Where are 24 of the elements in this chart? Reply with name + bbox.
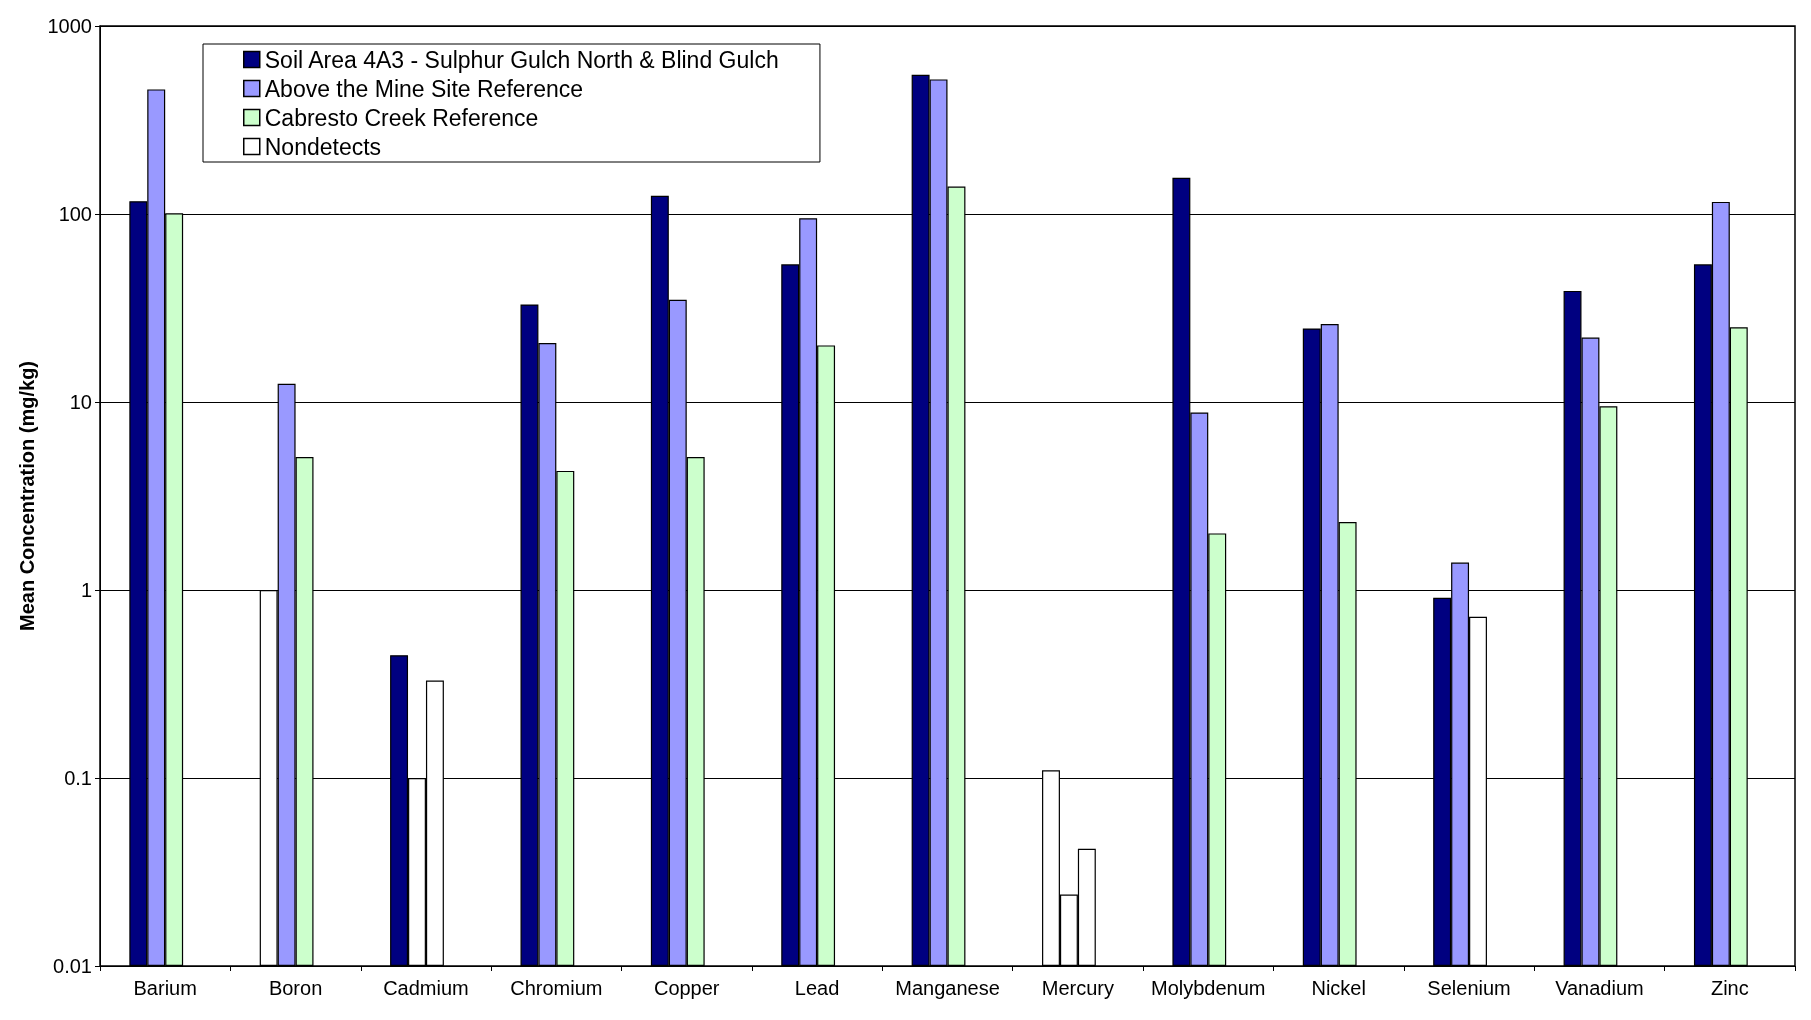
y-tick-label: 100 [58,203,92,225]
x-tick-label: Mercury [1041,977,1114,999]
x-tick-label: Selenium [1427,977,1511,999]
x-tick-label: Nickel [1311,977,1366,999]
x-tick-label: Molybdenum [1151,977,1266,999]
y-axis-title: Mean Concentration (mg/kg) [15,360,38,632]
x-tick-label: Cadmium [383,977,469,999]
x-tick-label: Boron [268,977,323,999]
x-tick-label: Vanadium [1555,977,1644,999]
legend-label: Nondetects [264,133,382,160]
y-tick-label: 1 [80,579,92,601]
x-tick-label: Barium [133,977,197,999]
x-tick-label: Chromium [510,977,603,999]
y-tick-label: 0.01 [53,955,92,977]
x-tick-label: Zinc [1710,977,1749,999]
x-tick-label: Manganese [895,977,1000,999]
legend-label: Soil Area 4A3 - Sulphur Gulch North & Blind Gulch [264,46,779,73]
x-tick-label: Lead [794,977,840,999]
legend-label: Cabresto Creek Reference [264,104,539,131]
x-tick-label: Copper [653,977,720,999]
legend-label: Above the Mine Site Reference [264,75,584,102]
y-tick-label: 1000 [47,15,92,37]
y-tick-label: 0.1 [64,767,92,789]
y-tick-label: 10 [69,391,92,413]
